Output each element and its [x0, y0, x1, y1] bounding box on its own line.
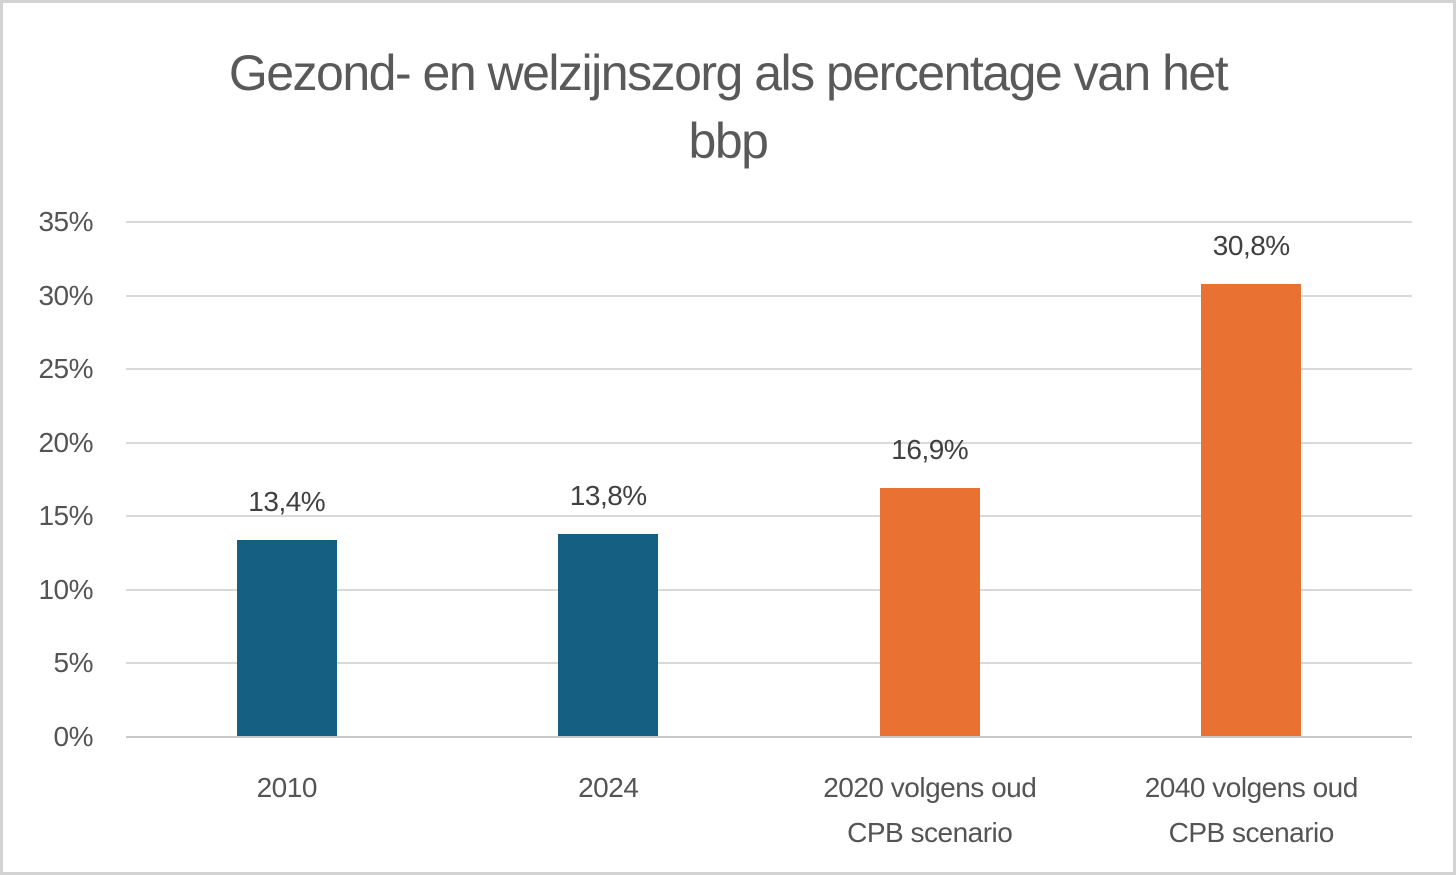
x-axis-label-4: 2040 volgens oud CPB scenario [1144, 765, 1359, 855]
y-tick-label-15: 15% [38, 500, 93, 532]
bar-series: 13,4% 2010 13,8% 2024 16,9% 2020 volgens oud C… [126, 222, 1413, 848]
plot-area: 13,4% 2010 13,8% 2024 16,9% 2020 volgens oud C… [126, 221, 1413, 848]
y-tick-label-20: 20% [38, 426, 93, 458]
data-label-3: 16,9% [891, 434, 969, 466]
x-axis-label-4-line2: CPB scenario [1168, 817, 1335, 848]
x-axis-line [126, 736, 1412, 738]
y-tick-label-10: 10% [38, 573, 93, 605]
x-axis-label-3-line2: CPB scenario [847, 817, 1013, 848]
x-axis-label-3-line1: 2020 volgens oud [823, 772, 1037, 803]
category-2: 13,8% 2024 [448, 222, 770, 803]
data-label-2: 13,8% [569, 479, 647, 511]
y-tick-label-5: 5% [53, 647, 94, 679]
x-axis-label-4-line1: 2040 volgens oud [1144, 772, 1359, 803]
category-4: 30,8% 2040 volgens oud CPB scenario [1091, 222, 1413, 848]
chart-title-line2: bbp [688, 113, 769, 169]
bar-2010 [236, 539, 337, 737]
gridline-30 [126, 294, 1412, 297]
data-label-4: 30,8% [1212, 229, 1290, 261]
gridline-20 [126, 441, 1412, 444]
x-axis-label-2-line1: 2024 [578, 772, 639, 803]
bar-2040 [1201, 283, 1302, 737]
y-tick-label-25: 25% [38, 353, 93, 385]
data-label-1: 13,4% [248, 485, 326, 517]
category-3: 16,9% 2020 volgens oud CPB scenario [769, 222, 1091, 848]
gridline-5 [126, 662, 1412, 665]
y-tick-label-30: 30% [38, 279, 93, 311]
category-1: 13,4% 2010 [126, 222, 448, 803]
y-axis: 0% 5% 10% 15% 20% 25% 30% 35% [3, 208, 94, 751]
chart-title-line1: Gezond- en welzijnszorg als percentage v… [228, 45, 1229, 101]
bar-2020 [879, 488, 980, 737]
bar-2024 [558, 533, 659, 737]
x-axis-label-3: 2020 volgens oud CPB scenario [823, 765, 1037, 855]
y-tick-label-35: 35% [38, 206, 93, 237]
gridline-10 [126, 588, 1412, 591]
gridline-15 [126, 515, 1412, 518]
x-axis-label-1-line1: 2010 [256, 772, 318, 803]
y-tick-label-0: 0% [53, 721, 94, 752]
x-axis-label-1: 2010 [256, 765, 318, 810]
gridline-35 [126, 221, 1412, 223]
gridline-25 [126, 368, 1412, 371]
chart-title: Gezond- en welzijnszorg als percentage v… [3, 39, 1453, 175]
x-axis-label-2: 2024 [578, 765, 639, 810]
